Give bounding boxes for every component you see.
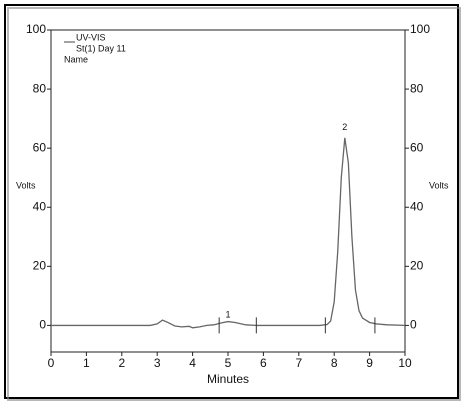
y-tick-label: 100 <box>26 22 46 36</box>
y2-axis-label: Volts <box>429 180 449 190</box>
y2-tick-label: 100 <box>410 22 430 36</box>
y2-tick-label: 60 <box>410 140 424 154</box>
x-tick-label: 3 <box>154 356 161 370</box>
y2-tick-label: 20 <box>410 259 424 273</box>
y-tick-label: 80 <box>33 81 47 95</box>
peak-label: 1 <box>225 309 230 319</box>
x-tick-label: 4 <box>189 356 196 370</box>
y-tick-label: 20 <box>33 259 47 273</box>
y-axis-label: Volts <box>16 180 36 190</box>
x-tick-label: 7 <box>295 356 302 370</box>
y-tick-label: 40 <box>33 199 47 213</box>
x-tick-label: 8 <box>331 356 338 370</box>
x-tick-label: 5 <box>225 356 232 370</box>
x-tick-label: 6 <box>260 356 267 370</box>
y2-tick-label: 0 <box>410 318 417 332</box>
peak-label: 2 <box>342 122 347 132</box>
x-tick-label: 9 <box>366 356 373 370</box>
x-tick-label: 10 <box>398 356 412 370</box>
legend-text: UV-VIS <box>76 32 106 42</box>
x-tick-label: 0 <box>48 356 55 370</box>
legend-text: St(1) Day 11 <box>76 43 126 53</box>
y2-tick-label: 40 <box>410 199 424 213</box>
frame-shadow <box>7 7 461 401</box>
y-tick-label: 60 <box>33 140 47 154</box>
y2-tick-label: 80 <box>410 81 424 95</box>
y-tick-label: 0 <box>39 318 46 332</box>
x-tick-label: 1 <box>83 356 90 370</box>
legend-text: Name <box>64 54 88 64</box>
x-tick-label: 2 <box>118 356 125 370</box>
frame <box>4 4 459 399</box>
x-axis-label: Minutes <box>207 372 249 386</box>
